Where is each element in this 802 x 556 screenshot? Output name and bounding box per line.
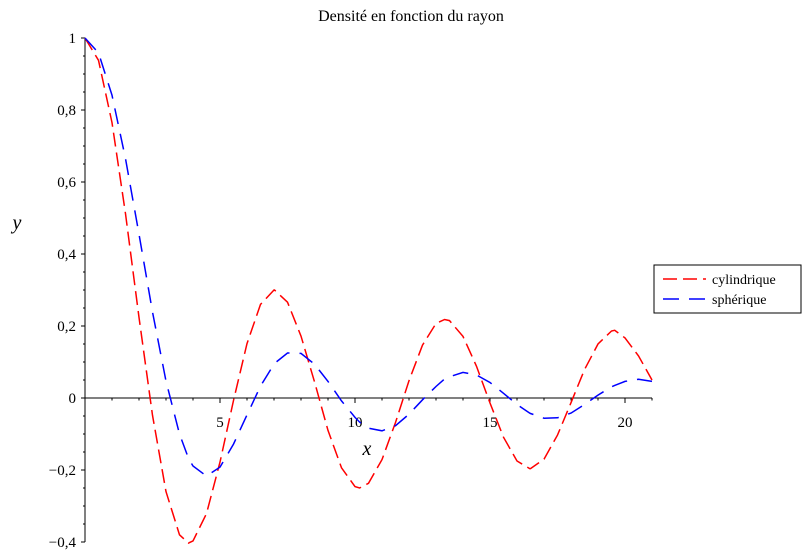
y-tick-label: 0,4	[57, 247, 76, 263]
x-tick-label: 15	[483, 415, 498, 431]
series-line-1	[84, 37, 653, 478]
series-layer	[84, 37, 653, 544]
y-tick-label: 0,6	[57, 175, 76, 191]
x-tick-label: 10	[348, 415, 363, 431]
axes: −0,4−0,200,20,40,60,815 10 15 20	[49, 31, 653, 551]
x-tick-label: 20	[618, 415, 633, 431]
legend-label: sphérique	[712, 293, 766, 308]
series-line-0	[84, 37, 653, 544]
legend-label: cylindrique	[712, 273, 776, 288]
x-axis-label: x	[362, 438, 372, 460]
y-tick-label: −0,2	[49, 463, 76, 479]
y-tick-label: 0	[69, 391, 77, 407]
y-tick-label: 0,2	[57, 319, 76, 335]
y-tick-label: −0,4	[49, 535, 77, 551]
legend: cylindrique sphérique	[653, 264, 802, 314]
chart-title: Densité en fonction du rayon	[318, 8, 504, 25]
y-tick-label: 1	[69, 31, 77, 47]
y-tick-label: 0,8	[57, 103, 76, 119]
y-axis-label: y	[11, 212, 22, 234]
x-tick-label: 5	[216, 415, 224, 431]
legend-box	[653, 264, 802, 314]
